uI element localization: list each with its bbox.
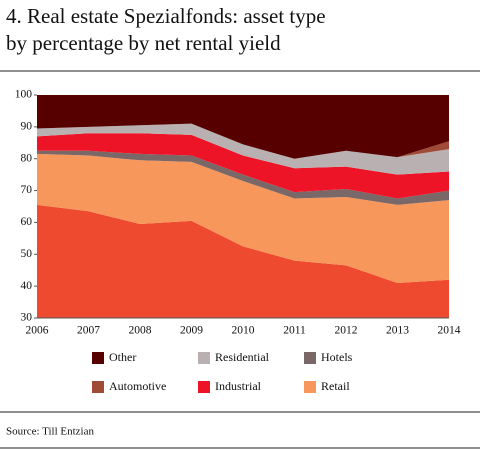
source: Source: Till Entzian (6, 426, 95, 438)
areas (37, 95, 449, 318)
legend-swatch (198, 381, 210, 393)
legend-label: Retail (321, 379, 350, 393)
x-tick-label: 2006 (26, 325, 49, 337)
legend-label: Hotels (321, 350, 353, 364)
area (37, 150, 449, 205)
x-tick-label: 2007 (77, 325, 100, 337)
area (37, 153, 449, 283)
area (37, 204, 449, 318)
y-tick-label: 80 (21, 152, 33, 164)
area (37, 123, 449, 175)
legend-swatch (304, 352, 316, 364)
x-tick-label: 2010 (232, 325, 255, 337)
area (37, 95, 449, 159)
legend-swatch (304, 381, 316, 393)
legend-swatch (198, 352, 210, 364)
x-tick-label: 2008 (129, 325, 152, 337)
legend-label: Residential (215, 350, 270, 364)
chart-title: 4. Real estate Spezialfonds: asset type b… (6, 4, 326, 55)
y-tick-label: 30 (21, 312, 33, 324)
area (37, 133, 449, 199)
y-tick-label: 70 (21, 184, 33, 196)
x-tick-label: 2014 (438, 325, 461, 337)
legend-label: Automotive (109, 379, 166, 393)
y-tick-label: 40 (21, 280, 33, 292)
x-tick-label: 2009 (180, 325, 203, 337)
y-tick-label: 90 (21, 120, 33, 132)
legend-swatch (92, 352, 104, 364)
x-tick-label: 2013 (386, 325, 409, 337)
y-tick-label: 50 (21, 248, 33, 260)
y-tick-label: 100 (15, 89, 33, 101)
legend-swatch (92, 381, 104, 393)
x-tick-label: 2011 (283, 325, 306, 337)
y-tick-label: 60 (21, 216, 33, 228)
legend-label: Industrial (215, 379, 262, 393)
plot-area (37, 95, 449, 318)
area (37, 123, 449, 159)
x-tick-label: 2012 (335, 325, 358, 337)
legend-label: Other (109, 350, 136, 364)
